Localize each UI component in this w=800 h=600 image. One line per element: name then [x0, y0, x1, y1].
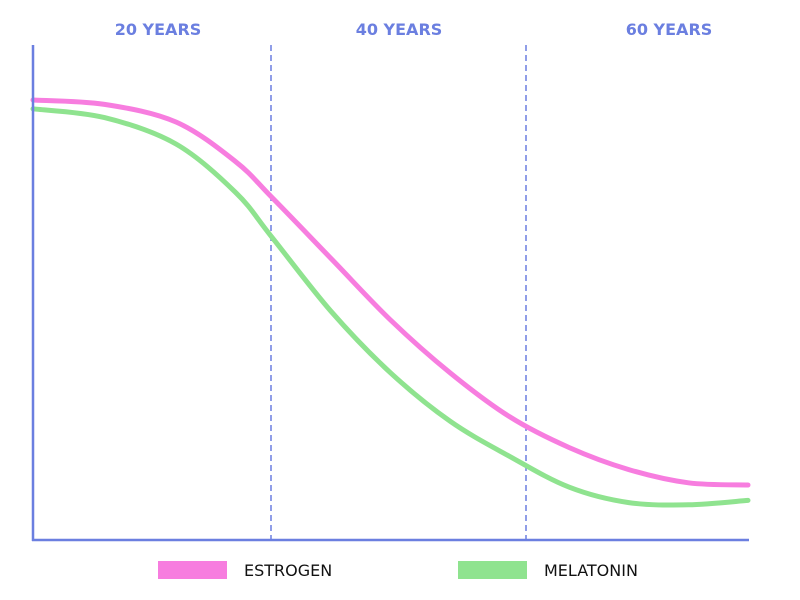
series-lines: [30, 97, 751, 508]
axes: [31, 45, 749, 542]
column-labels: 20 YEARS 40 YEARS 60 YEARS: [115, 20, 713, 39]
legend-label-estrogen: ESTROGEN: [244, 561, 332, 580]
column-label-60-years: 60 YEARS: [626, 20, 713, 39]
column-label-20-years: 20 YEARS: [115, 20, 202, 39]
legend-label-melatonin: MELATONIN: [544, 561, 638, 580]
column-label-40-years: 40 YEARS: [356, 20, 443, 39]
legend-swatch-melatonin: [458, 561, 527, 579]
legend: ESTROGEN MELATONIN: [158, 561, 638, 580]
age-dividers: [270, 45, 527, 540]
series-line-estrogen: [30, 97, 751, 488]
series-line-melatonin: [30, 106, 751, 508]
legend-swatch-estrogen: [158, 561, 227, 579]
